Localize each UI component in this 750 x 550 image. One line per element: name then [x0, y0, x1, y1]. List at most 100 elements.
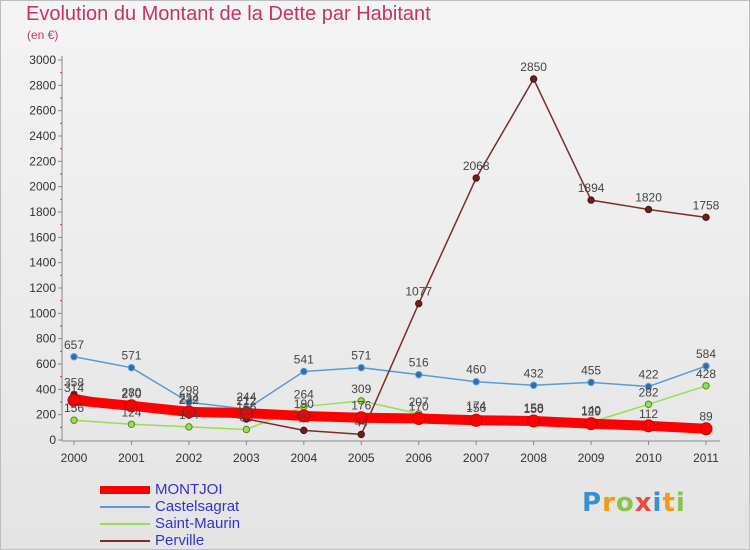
data-label: 104: [179, 408, 199, 422]
x-tick-label: 2006: [405, 451, 432, 465]
data-point: [67, 393, 81, 407]
data-point: [127, 420, 136, 428]
legend-item-perville: Perville: [100, 532, 400, 550]
x-tick-label: 2008: [520, 451, 547, 465]
data-label: 1894: [578, 181, 605, 195]
data-label: 244: [236, 390, 256, 404]
data-label: 516: [409, 356, 429, 370]
legend-label: Perville: [155, 532, 205, 549]
y-tick-label: 1600: [29, 230, 56, 244]
data-label: 176: [351, 399, 371, 413]
legend-swatch: [100, 486, 150, 494]
data-point: [242, 425, 251, 434]
data-label: 314: [64, 381, 84, 395]
data-point: [297, 409, 311, 423]
proxiti-logo: Proxiti: [582, 488, 686, 518]
data-point: [354, 411, 368, 425]
data-label: 212: [236, 394, 256, 408]
data-point: [415, 299, 423, 308]
data-point: [70, 416, 78, 424]
data-label: 1077: [405, 285, 432, 299]
x-tick-label: 2007: [463, 451, 490, 465]
data-point: [300, 426, 308, 435]
legend-label: Castelsagrat: [155, 498, 240, 515]
chart-unit-label: (en €): [27, 28, 59, 42]
data-point: [587, 378, 595, 387]
data-point: [185, 423, 193, 431]
data-label: 432: [524, 366, 544, 380]
chart-title: Evolution du Montant de la Dette par Hab…: [26, 3, 431, 25]
line-chart: 0 200 400 600 800 1000 1200 1400 1600 1800 2000 220…: [29, 53, 720, 465]
data-point: [642, 419, 656, 433]
data-point: [124, 399, 138, 413]
y-tick-label: 2200: [29, 154, 56, 168]
data-point: [300, 367, 308, 376]
data-label: 584: [696, 347, 716, 361]
y-tick-label: 400: [36, 382, 56, 396]
data-label: 1758: [693, 198, 720, 212]
data-label: 657: [64, 338, 84, 352]
y-tick-label: 2400: [29, 129, 56, 143]
data-label: 150: [524, 402, 544, 416]
data-label: 428: [696, 367, 716, 381]
legend: MONTJOI Castelsagrat Saint-Maurin Perville: [100, 481, 400, 550]
data-point: [357, 397, 365, 405]
data-label: 222: [179, 393, 199, 407]
data-point: [644, 382, 653, 391]
y-tick-label: 2800: [29, 78, 56, 92]
data-label: 282: [639, 385, 659, 399]
data-label: 166: [236, 400, 256, 414]
y-tick-label: 600: [36, 357, 56, 371]
data-point: [182, 405, 196, 419]
data-label: 156: [466, 401, 486, 415]
data-label: 460: [466, 363, 486, 377]
y-tick-label: 2600: [29, 104, 56, 118]
data-point: [587, 196, 595, 204]
y-tick-label: 2000: [29, 180, 56, 194]
data-label: 124: [121, 405, 141, 419]
y-tick-label: 3000: [29, 53, 56, 67]
data-point: [357, 430, 365, 439]
data-point: [702, 362, 710, 370]
y-tick-label: 1200: [29, 281, 56, 295]
data-label: 1820: [635, 190, 662, 204]
x-tick-label: 2002: [176, 451, 203, 465]
x-tick-label: 2003: [233, 451, 260, 465]
data-point: [239, 406, 253, 420]
data-label: 571: [121, 349, 141, 363]
data-point: [584, 417, 598, 431]
x-tick-label: 2001: [118, 451, 145, 465]
series-line-montjoi: [69, 395, 711, 434]
legend-item-castelsagrat: Castelsagrat: [100, 498, 400, 516]
x-tick-label: 2000: [61, 451, 88, 465]
data-label: 44: [355, 415, 369, 429]
data-point: [644, 400, 653, 408]
data-point: [644, 205, 653, 214]
data-label: 207: [409, 395, 429, 409]
y-tick-label: 200: [36, 408, 56, 422]
data-point: [529, 75, 538, 83]
data-point: [70, 353, 78, 361]
data-point: [357, 363, 365, 372]
y-tick-label: 1000: [29, 306, 56, 320]
data-label: 190: [294, 397, 314, 411]
data-point: [127, 363, 136, 372]
data-point: [702, 213, 710, 222]
data-label: 298: [179, 383, 199, 397]
x-tick-label: 2009: [578, 451, 605, 465]
y-tick-label: 1800: [29, 205, 56, 219]
data-label: 270: [121, 387, 141, 401]
data-label: 76: [297, 411, 311, 425]
x-tick-label: 2004: [290, 451, 317, 465]
data-label: 422: [639, 368, 659, 382]
data-label: 158: [524, 401, 544, 415]
data-label: 571: [351, 349, 371, 363]
data-label: 170: [409, 399, 429, 413]
data-label: 309: [351, 382, 371, 396]
y-tick-label: 800: [36, 332, 56, 346]
data-label: 112: [639, 407, 658, 421]
y-tick-label: 0: [49, 433, 56, 447]
data-label: 2068: [463, 159, 490, 173]
data-point: [472, 174, 480, 182]
